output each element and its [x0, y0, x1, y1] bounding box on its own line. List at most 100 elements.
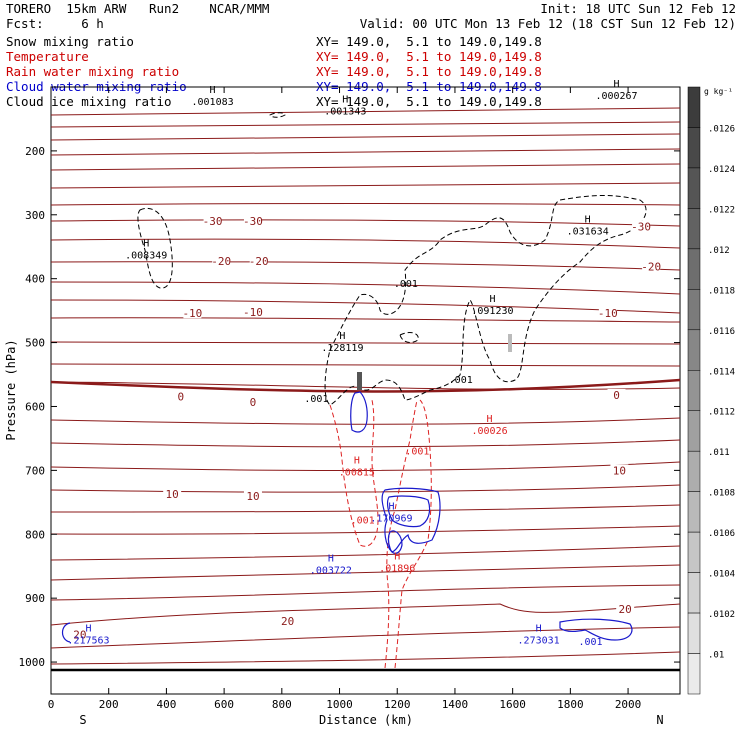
colorbar-tick-label: .0124	[708, 165, 735, 175]
rain-max-marker: H	[394, 551, 400, 562]
colorbar-tick-label: .0118	[708, 286, 735, 296]
temperature-label: -20	[249, 255, 269, 268]
isotherm-line	[50, 626, 681, 649]
temperature-label: 10	[613, 464, 626, 477]
temperature-label-bg	[243, 215, 262, 227]
y-tick-label: 300	[25, 209, 45, 222]
isotherm-line	[50, 439, 681, 448]
snow-contour	[399, 332, 419, 343]
temperature-label-bg	[171, 390, 190, 402]
isotherm-line	[50, 564, 681, 581]
isotherm-line	[50, 525, 681, 535]
isotherm-line	[50, 148, 681, 156]
isotherm-line	[50, 603, 681, 626]
cloud-water-contour	[386, 495, 431, 528]
rain-max-marker: H	[354, 456, 360, 467]
contour-labels: -30 -30 -30 -20 -20 -20 -10 -10 -10 0 0 0 10 10 10 20 20…	[67, 79, 661, 648]
colorbar-swatch	[687, 491, 701, 533]
y-tick-label: 600	[25, 400, 45, 413]
rain-contour	[384, 399, 418, 669]
y-tick-label: 200	[25, 145, 45, 158]
isotherm-line	[50, 133, 681, 141]
x-tick-label: 0	[48, 698, 55, 711]
temperature-label-bg	[249, 254, 268, 266]
temperature-label-bg	[642, 260, 661, 272]
cloud-water-max-marker: H	[85, 624, 91, 635]
isotherm-line	[50, 203, 681, 206]
snow-max-value: .031634	[567, 227, 609, 238]
isotherm-line	[50, 341, 681, 345]
legend-snow-xy: XY= 149.0, 5.1 to 149.0,149.8	[316, 34, 542, 49]
colorbar: .0126 .0124 .0122 .012 .0118 .0116 .0114 .0112.…	[687, 86, 735, 695]
cloud-water-max-value: .273031	[518, 636, 560, 647]
colorbar-tick-label: .011	[708, 448, 730, 458]
cloud-water-contour	[559, 618, 633, 641]
plot-frame	[50, 86, 681, 695]
cloud-water-contour	[387, 530, 403, 554]
colorbar-tick-label: .012	[708, 246, 730, 256]
snow-contour	[324, 195, 647, 406]
isotherm-line	[50, 504, 681, 513]
isotherm-line	[50, 121, 681, 128]
temperature-isotherms	[50, 107, 681, 672]
isotherm-line	[50, 238, 681, 249]
colorbar-swatch	[687, 653, 701, 695]
y-tick-label: 700	[25, 464, 45, 477]
snow-contour	[269, 112, 286, 118]
colorbar-tick-label: .0114	[708, 367, 735, 377]
rain-max-marker: H	[487, 414, 493, 425]
isotherm-line	[50, 261, 681, 271]
temperature-label: -10	[182, 307, 202, 320]
colorbar-swatch	[687, 572, 701, 614]
rain-max-value: .01896	[379, 563, 415, 574]
cloud-water-max-value: .001	[579, 637, 603, 648]
snow-max-value: .001	[304, 394, 328, 405]
cloud-water-max-value: .170969	[370, 514, 412, 525]
x-axis-right-end: N	[656, 713, 663, 727]
colorbar-swatch	[687, 531, 701, 573]
temperature-label: 10	[166, 488, 179, 501]
isotherm-line	[50, 417, 681, 425]
colorbar-swatch	[687, 208, 701, 250]
cloud-water-contour	[61, 622, 71, 643]
temperature-label: -30	[243, 215, 263, 228]
snow-max-value: .128119	[321, 343, 363, 354]
x-axis: 0 200 400 600 800 1000 1200 1400 1600 1800 2000	[48, 87, 641, 711]
snow-max-marker: H	[489, 294, 495, 305]
y-tick-label: 400	[25, 273, 45, 286]
legend-cloudice-label: Cloud ice mixing ratio	[6, 94, 172, 109]
x-tick-label: 1000	[326, 698, 353, 711]
legend-snow-label: Snow mixing ratio	[6, 34, 134, 49]
snow-max-value: .001	[394, 279, 418, 290]
colorbar-tick-label: .01	[708, 651, 724, 661]
isotherm-line	[50, 484, 681, 493]
temperature-label: 10	[246, 490, 259, 503]
colorbar-swatch	[687, 410, 701, 452]
cloud-water-max-value: .217563	[67, 636, 109, 647]
cloud-ice-max-value: .001343	[324, 107, 366, 118]
snow-contour	[137, 207, 173, 289]
cloud-ice-max-marker: H	[210, 85, 216, 96]
snow-contours	[137, 112, 647, 406]
cloud-water-max-marker: H	[388, 502, 394, 513]
y-axis-title: Pressure (hPa)	[4, 339, 18, 440]
rain-max-value: .001	[405, 446, 429, 457]
colorbar-tick-label: .0122	[708, 205, 735, 215]
colorbar-tick-label: .0126	[708, 124, 735, 134]
isotherm-line	[50, 299, 681, 314]
cloud-ice-max-marker: H	[614, 79, 620, 90]
y-tick-label: 500	[25, 337, 45, 350]
header-line2-left: Fcst: 6 h	[6, 16, 104, 31]
legend-rain-label: Rain water mixing ratio	[6, 64, 180, 79]
isotherm-line	[50, 317, 681, 323]
temperature-label-bg	[243, 489, 262, 501]
legend-cloudice-xy: XY= 149.0, 5.1 to 149.0,149.8	[316, 94, 542, 109]
colorbar-swatch	[687, 86, 701, 128]
colorbar-swatch	[687, 612, 701, 654]
snow-max-value: .091230	[471, 306, 513, 317]
temperature-label-bg	[598, 307, 617, 319]
x-axis-left-end: S	[79, 713, 86, 727]
temperature-label: 0	[613, 389, 620, 402]
temperature-label: 20	[619, 603, 632, 616]
